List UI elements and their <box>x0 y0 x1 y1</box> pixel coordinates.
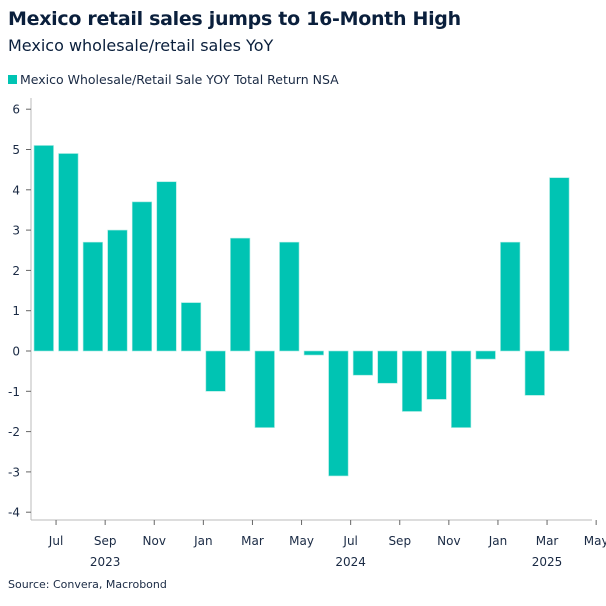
bar-2023-10 <box>131 201 153 352</box>
y-tick-label: 4 <box>12 183 20 197</box>
y-tick-label: -4 <box>8 506 20 520</box>
bar-2023-08 <box>82 241 103 352</box>
y-tick-label: 2 <box>12 264 20 278</box>
x-tick-label: Mar <box>241 534 264 548</box>
bar-2024-11 <box>451 350 472 428</box>
bar-2023-07 <box>58 153 79 352</box>
bar-2024-03 <box>254 350 275 428</box>
y-tick-label: 3 <box>12 224 20 238</box>
chart-subtitle: Mexico wholesale/retail sales YoY <box>8 36 274 55</box>
y-tick-label: -3 <box>8 465 20 479</box>
chart-title: Mexico retail sales jumps to 16-Month Hi… <box>8 8 461 30</box>
y-tick-label: 0 <box>12 345 20 359</box>
y-tick-label: 1 <box>12 304 20 318</box>
x-year-label: 2024 <box>335 555 366 569</box>
bar-2024-07 <box>352 350 373 376</box>
legend: Mexico Wholesale/Retail Sale YOY Total R… <box>8 72 339 87</box>
x-year-label: 2025 <box>532 555 563 569</box>
x-tick-label: Nov <box>143 534 166 548</box>
bar-2025-01 <box>500 241 521 352</box>
bar-2024-08 <box>377 350 398 384</box>
bar-2024-04 <box>279 241 300 352</box>
bar-2024-06 <box>328 350 349 477</box>
bar-2025-02 <box>524 350 545 396</box>
bar-2024-02 <box>230 237 251 352</box>
x-tick-label: May <box>289 534 314 548</box>
x-tick-label: Jul <box>342 534 357 548</box>
x-tick-label: Jul <box>48 534 63 548</box>
legend-swatch <box>8 75 17 84</box>
bar-2023-06 <box>33 145 54 352</box>
y-tick-label: 5 <box>12 143 20 157</box>
x-tick-label: Sep <box>388 534 411 548</box>
x-tick-label: May <box>584 534 606 548</box>
bar-2023-11 <box>156 181 177 352</box>
x-tick-label: Nov <box>437 534 460 548</box>
bar-2024-12 <box>475 350 496 360</box>
x-year-label: 2023 <box>90 555 121 569</box>
bar-2023-12 <box>181 302 202 352</box>
bar-2024-05 <box>303 350 324 356</box>
y-tick-label: -2 <box>8 425 20 439</box>
x-tick-label: Mar <box>536 534 559 548</box>
x-tick-label: Jan <box>193 534 213 548</box>
bar-2025-03 <box>549 177 570 352</box>
bar-2024-01 <box>205 350 226 392</box>
legend-label: Mexico Wholesale/Retail Sale YOY Total R… <box>20 72 339 87</box>
y-tick-label: -1 <box>8 385 20 399</box>
bar-2024-09 <box>401 350 423 412</box>
x-tick-label: Jan <box>488 534 508 548</box>
x-tick-label: Sep <box>94 534 117 548</box>
bar-2023-09 <box>107 229 128 352</box>
bar-2024-10 <box>426 350 447 400</box>
y-tick-label: 6 <box>12 103 20 117</box>
source-note: Source: Convera, Macrobond <box>8 578 167 591</box>
